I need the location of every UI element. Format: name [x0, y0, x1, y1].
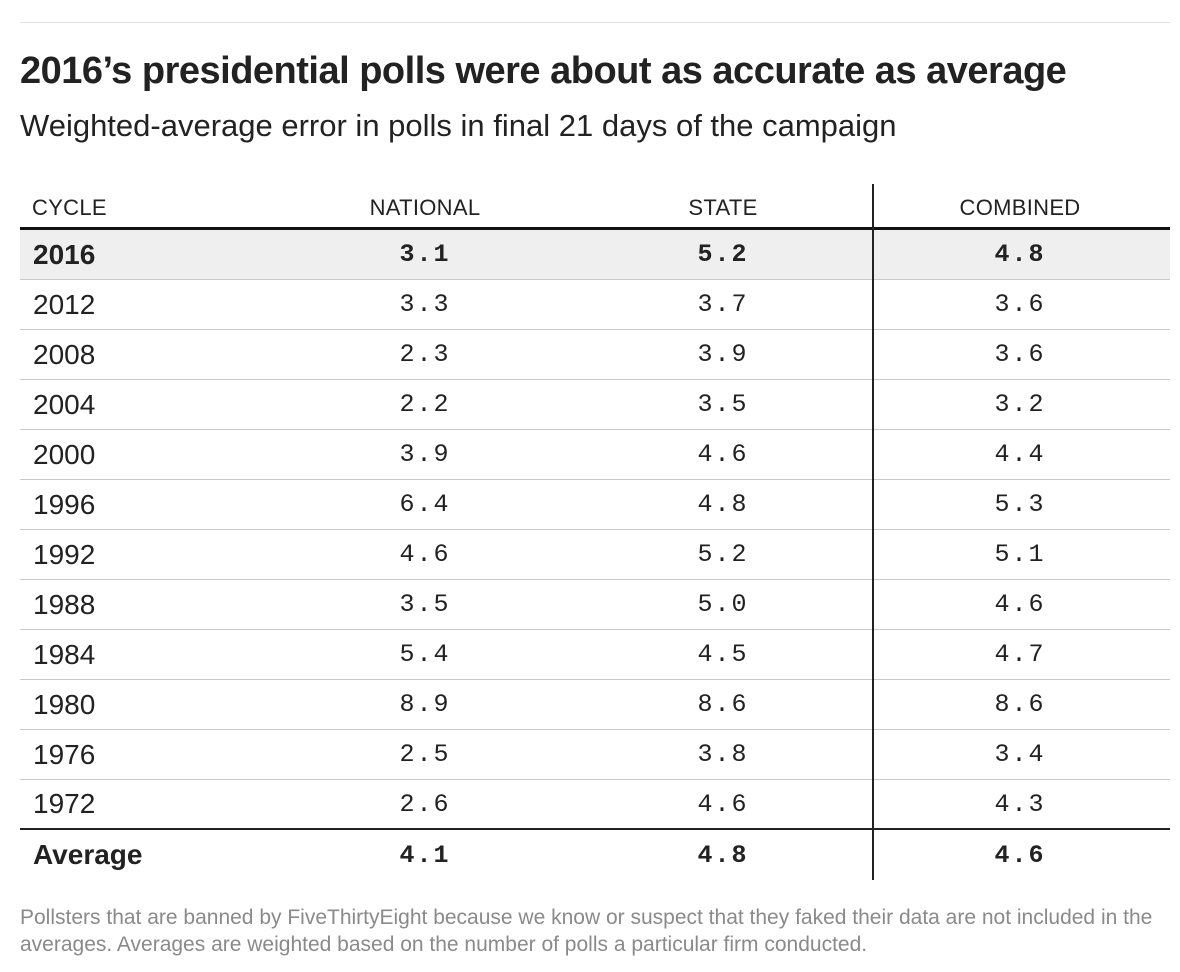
national-value: 3.9	[399, 440, 451, 469]
chart-title: 2016’s presidential polls were about as …	[20, 50, 1067, 92]
table-row: 1996 6.4 4.8 5.3	[20, 480, 1170, 530]
cycle-label: 1972	[33, 788, 96, 819]
national-value: 3.3	[399, 290, 451, 319]
cycle-label: 1980	[33, 688, 96, 720]
table-row: 2000 3.9 4.6 4.4	[20, 430, 1170, 480]
combined-value: 3.2	[994, 390, 1046, 419]
national-value: 2.3	[399, 340, 451, 369]
table-row: 1984 5.4 4.5 4.7	[20, 630, 1170, 680]
state-value: 3.7	[697, 290, 749, 319]
national-value: 3.5	[399, 590, 451, 619]
combined-value: 5.3	[994, 490, 1046, 519]
cycle-label: 1992	[33, 538, 96, 570]
cycle-label: Average	[33, 839, 143, 870]
state-value: 3.5	[697, 390, 749, 419]
state-value: 5.0	[697, 590, 749, 619]
chart-subtitle: Weighted-average error in polls in final…	[20, 108, 897, 143]
combined-value: 4.3	[994, 789, 1046, 819]
national-value: 2.2	[399, 390, 451, 419]
cycle-label: 2012	[33, 288, 96, 320]
cycle-label: 2000	[33, 438, 96, 470]
state-value: 3.9	[697, 340, 749, 369]
state-value: 4.6	[697, 789, 749, 819]
cycle-label: 2008	[33, 338, 96, 370]
top-rule	[20, 22, 1170, 23]
national-value: 5.4	[399, 640, 451, 669]
state-value: 8.6	[697, 690, 749, 719]
combined-value: 4.7	[994, 640, 1046, 669]
combined-value: 3.6	[994, 290, 1046, 319]
cycle-label: 1996	[33, 488, 96, 520]
cycle-label: 1976	[33, 738, 96, 770]
table-row: 1976 2.5 3.8 3.4	[20, 730, 1170, 780]
average-row: Average 4.1 4.8 4.6	[20, 830, 1170, 880]
footnote: Pollsters that are banned by FiveThirtyE…	[20, 906, 1153, 956]
table-row: 1988 3.5 5.0 4.6	[20, 580, 1170, 630]
combined-value: 4.8	[994, 240, 1046, 269]
table-row: 1992 4.6 5.2 5.1	[20, 530, 1170, 580]
combined-value: 8.6	[994, 690, 1046, 719]
column-header-combined: COMBINED	[959, 195, 1081, 220]
table-row: 2016 3.1 5.2 4.8	[20, 230, 1170, 280]
national-value: 8.9	[399, 690, 451, 719]
column-header-national: NATIONAL	[369, 195, 481, 220]
table-row: 2004 2.2 3.5 3.2	[20, 380, 1170, 430]
cycle-label: 2016	[33, 238, 96, 270]
national-value: 6.4	[399, 490, 451, 519]
cycle-label: 2004	[33, 388, 96, 420]
state-value: 4.8	[697, 490, 749, 519]
poll-error-table: CYCLE NATIONAL STATE COMBINED 2016 3.1 5.2…	[20, 184, 1170, 880]
state-value: 3.8	[697, 740, 749, 769]
table-body: 2016 3.1 5.2 4.8 2012 3.3 3.7 3.6 2008 2.3 3.9 3.6 2…	[20, 230, 1170, 880]
national-value: 2.5	[399, 740, 451, 769]
national-value: 4.1	[399, 840, 451, 870]
state-value: 5.2	[697, 540, 749, 569]
state-value: 4.6	[697, 440, 749, 469]
state-value: 4.8	[697, 840, 749, 870]
combined-value: 3.6	[994, 340, 1046, 369]
table-header-row: CYCLE NATIONAL STATE COMBINED	[20, 184, 1170, 230]
cycle-label: 1988	[33, 588, 96, 620]
state-value: 4.5	[697, 640, 749, 669]
combined-column-divider	[872, 184, 874, 880]
combined-value: 4.6	[994, 590, 1046, 619]
combined-value: 4.4	[994, 440, 1046, 469]
combined-value: 5.1	[994, 540, 1046, 569]
national-value: 3.1	[399, 240, 451, 269]
column-header-cycle: CYCLE	[32, 195, 107, 220]
state-value: 5.2	[697, 240, 749, 269]
national-value: 2.6	[399, 789, 451, 819]
national-value: 4.6	[399, 540, 451, 569]
table-row: 2008 2.3 3.9 3.6	[20, 330, 1170, 380]
table-row: 2012 3.3 3.7 3.6	[20, 280, 1170, 330]
cycle-label: 1984	[33, 638, 96, 670]
table-row: 1980 8.9 8.6 8.6	[20, 680, 1170, 730]
combined-value: 4.6	[994, 840, 1046, 870]
combined-value: 3.4	[994, 740, 1046, 769]
table-row: 1972 2.6 4.6 4.3	[20, 780, 1170, 830]
column-header-state: STATE	[688, 195, 758, 220]
